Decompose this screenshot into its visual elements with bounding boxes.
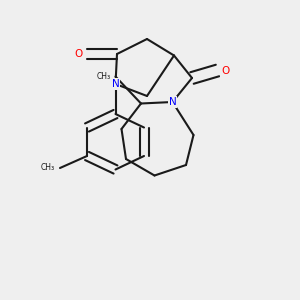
Text: CH₃: CH₃ [96, 72, 111, 81]
Text: CH₃: CH₃ [41, 164, 55, 172]
Text: N: N [112, 79, 119, 89]
Text: O: O [74, 49, 83, 59]
Text: N: N [169, 97, 176, 107]
Text: O: O [221, 65, 229, 76]
